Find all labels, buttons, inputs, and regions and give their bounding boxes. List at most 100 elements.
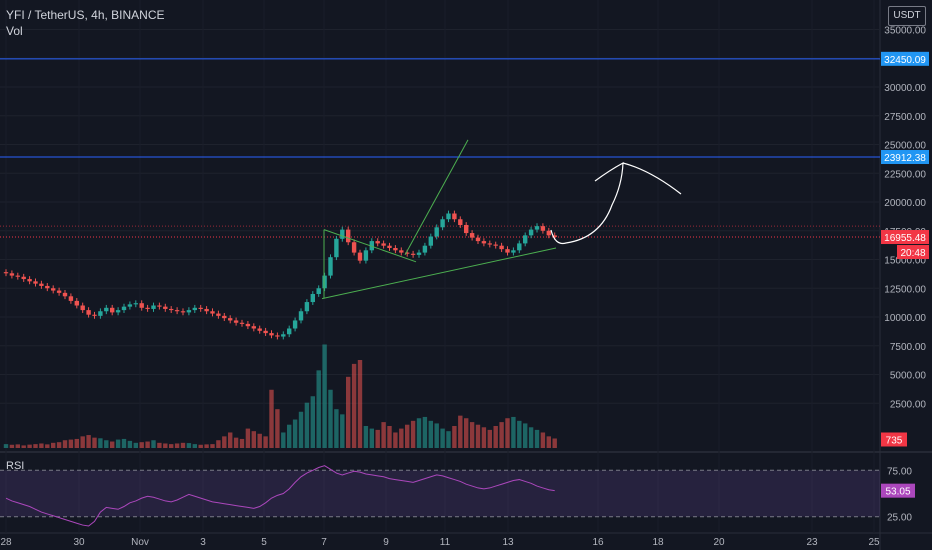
volume-bar bbox=[405, 424, 410, 448]
volume-bar bbox=[469, 422, 475, 448]
volume-bar bbox=[416, 418, 422, 448]
volume-bar bbox=[292, 419, 298, 448]
volume-bar bbox=[80, 436, 85, 448]
price-line-label-box bbox=[881, 150, 929, 165]
candle bbox=[511, 250, 516, 253]
x-tick-label: 16 bbox=[592, 537, 604, 548]
volume-bar bbox=[233, 437, 239, 448]
volume-bar bbox=[351, 363, 357, 448]
candle bbox=[334, 238, 339, 258]
projection-drawing bbox=[550, 161, 682, 245]
candle bbox=[33, 281, 38, 284]
candle bbox=[369, 241, 374, 251]
volume-bar bbox=[493, 426, 498, 448]
volume-bar bbox=[239, 438, 245, 448]
currency-button[interactable]: USDT bbox=[888, 6, 926, 26]
volume-bar bbox=[546, 436, 551, 448]
price-line-label-box bbox=[881, 51, 929, 66]
candle bbox=[410, 253, 416, 255]
candle bbox=[251, 326, 256, 329]
candle bbox=[104, 307, 109, 312]
volume-bar bbox=[552, 438, 557, 448]
x-tick-label: 3 bbox=[200, 537, 206, 548]
volume-bar bbox=[499, 422, 504, 448]
candle bbox=[151, 305, 156, 309]
candle bbox=[222, 315, 227, 319]
volume-bar bbox=[528, 427, 534, 448]
candle bbox=[275, 335, 280, 337]
volume-bar bbox=[145, 441, 150, 448]
x-tick-label: 28 bbox=[0, 537, 12, 548]
volume-bar bbox=[523, 423, 528, 448]
volume-bar bbox=[464, 418, 469, 448]
candle bbox=[475, 237, 481, 242]
candle bbox=[62, 292, 68, 297]
y-tick-label: 20000.00 bbox=[884, 198, 926, 209]
candle bbox=[198, 307, 203, 309]
x-tick-label: 13 bbox=[502, 537, 514, 548]
volume-bar bbox=[399, 428, 404, 448]
candle bbox=[416, 252, 422, 255]
y-tick-label: 10000.00 bbox=[884, 313, 926, 324]
rsi-indicator-label: RSI bbox=[6, 460, 25, 472]
candle bbox=[39, 283, 44, 286]
volume-bar bbox=[222, 436, 227, 448]
trend-line bbox=[321, 247, 557, 300]
candle bbox=[92, 314, 97, 316]
volume-bar bbox=[163, 443, 168, 448]
candle bbox=[464, 225, 469, 234]
volume-bar bbox=[316, 370, 321, 448]
volume-bar bbox=[452, 426, 457, 448]
volume-bar bbox=[387, 426, 392, 448]
x-tick-label: 30 bbox=[73, 537, 85, 548]
candle bbox=[157, 305, 162, 307]
volume-bar bbox=[257, 433, 262, 448]
countdown-label-box bbox=[897, 245, 929, 260]
candle bbox=[86, 310, 91, 315]
volume-bar bbox=[251, 431, 256, 448]
candle bbox=[393, 248, 398, 251]
candle bbox=[328, 257, 333, 276]
volume-bar bbox=[440, 428, 445, 448]
candle bbox=[115, 310, 121, 313]
volume-bar bbox=[68, 439, 74, 448]
volume-bar bbox=[281, 432, 286, 448]
candle bbox=[523, 235, 528, 244]
volume-bar bbox=[62, 440, 68, 448]
candle bbox=[27, 279, 32, 282]
volume-bar bbox=[169, 444, 174, 448]
candle bbox=[387, 245, 392, 248]
x-tick-label: 18 bbox=[652, 537, 664, 548]
volume-bar bbox=[45, 444, 50, 448]
candle bbox=[363, 250, 369, 261]
candle bbox=[340, 229, 345, 239]
candle bbox=[263, 330, 268, 334]
x-tick-label: 11 bbox=[440, 537, 451, 548]
candle bbox=[552, 235, 557, 238]
y-tick-label: 12500.00 bbox=[884, 284, 926, 295]
rsi-tick-label: 25.00 bbox=[887, 513, 912, 524]
y-tick-label: 7500.00 bbox=[890, 342, 927, 353]
volume-bar bbox=[334, 409, 339, 448]
volume-bar bbox=[27, 444, 32, 448]
volume-bar bbox=[269, 389, 274, 448]
candle bbox=[287, 328, 292, 335]
candle bbox=[45, 285, 50, 289]
volume-bar bbox=[157, 442, 162, 448]
volume-bar bbox=[198, 444, 203, 448]
candle bbox=[517, 243, 522, 251]
volume-bar bbox=[346, 376, 351, 448]
volume-bar bbox=[505, 418, 510, 448]
volume-bar bbox=[487, 429, 492, 448]
volume-bar bbox=[357, 360, 363, 448]
volume-bar bbox=[15, 444, 20, 448]
candle bbox=[292, 320, 298, 329]
candle bbox=[428, 236, 433, 246]
candle bbox=[298, 311, 304, 321]
volume-bar bbox=[458, 415, 463, 448]
volume-bar bbox=[381, 422, 386, 448]
x-tick-label: 20 bbox=[713, 537, 725, 548]
volume-bar bbox=[310, 396, 315, 448]
trend-line bbox=[404, 139, 469, 256]
